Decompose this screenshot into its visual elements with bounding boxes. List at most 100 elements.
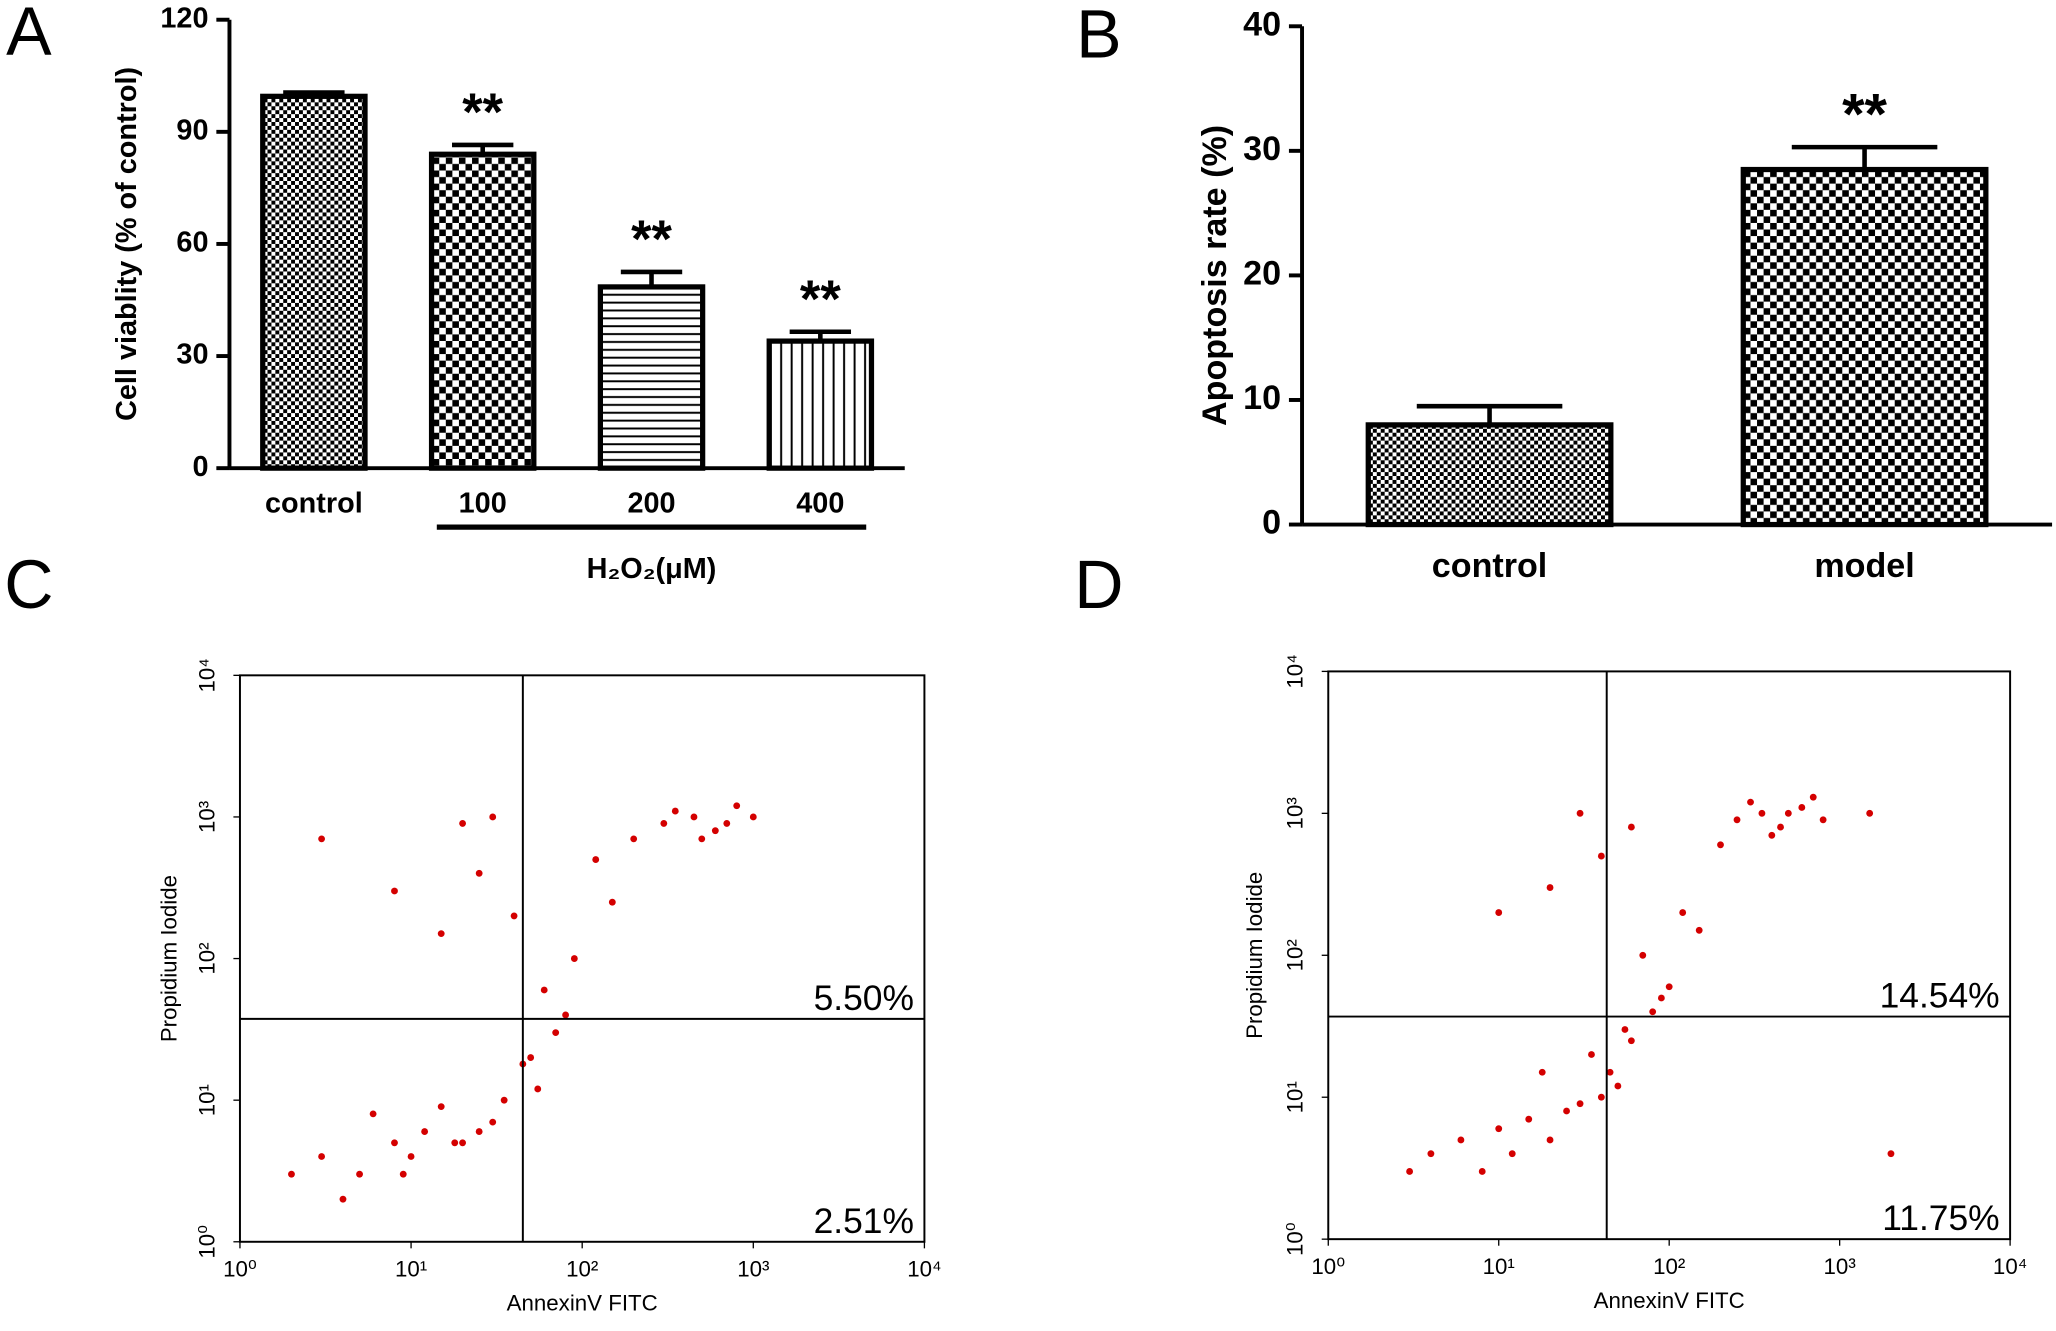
panel-letter: A [6,0,52,70]
point [1576,1100,1584,1108]
y-tick-label: 10³ [1283,797,1308,829]
point [1777,823,1784,831]
point [1887,1150,1895,1158]
point [399,1170,407,1178]
point [534,1085,542,1093]
y-tick-label: 10⁰ [1283,1222,1308,1256]
plot-frame [238,674,926,1243]
point [1717,841,1724,849]
point [510,912,518,920]
significance: ** [462,84,503,142]
point [318,1153,326,1160]
point [318,835,326,843]
point [421,1128,429,1135]
point [369,1110,377,1118]
point [723,820,731,827]
point [1649,1008,1657,1016]
point [608,898,616,906]
y-tick-label: 10⁴ [194,658,219,692]
y-tick-label: 10² [1283,939,1308,971]
quadrant-label: 5.50% [814,978,914,1018]
panel-letter: B [1076,0,1121,72]
y-tick-label: 10¹ [194,1084,219,1116]
y-tick-label: 10⁰ [194,1225,219,1259]
point [489,1118,497,1126]
quadrant-label: 14.54% [1880,976,2000,1016]
x-tick-label: 10¹ [395,1257,427,1282]
point [733,802,741,810]
point [1747,798,1754,806]
y-tick-label: 0 [1262,504,1281,542]
point [459,1139,466,1147]
point [1758,809,1766,817]
point [339,1195,347,1203]
y-tick-label: 30 [176,339,208,371]
quadrant-label: 2.51% [814,1201,914,1241]
point [1525,1115,1533,1123]
x-tick-label: 10⁴ [1993,1254,2027,1279]
y-tick-label: 10⁴ [1283,654,1308,688]
quadrant-label: 11.75% [1882,1198,1999,1238]
point [1597,852,1605,860]
x-tick-label: 10⁰ [1311,1254,1345,1279]
point [1614,1082,1622,1090]
point [1621,1026,1629,1033]
bar [1740,166,1989,528]
y-axis-label: Propidium Iodide [1242,872,1267,1039]
point [592,856,600,863]
significance: ** [1842,82,1887,146]
significance: ** [631,211,672,269]
x-tick-label: control [1432,547,1547,585]
point [459,820,466,827]
y-tick-label: 10¹ [1283,1081,1308,1113]
group-label: H₂O₂(μM) [587,553,717,585]
y-tick-label: 0 [192,451,208,483]
point [1639,951,1647,959]
x-tick-label: 400 [796,488,844,520]
x-tick-label: 100 [459,488,507,520]
point [437,930,445,938]
y-tick-label: 120 [160,2,208,34]
bar [766,338,875,471]
y-tick-label: 90 [176,114,208,146]
panel-letter: D [1074,547,1123,623]
point [1546,1136,1554,1144]
y-tick-label: 10² [194,942,219,974]
point [660,820,668,827]
point [1695,926,1703,934]
point [1495,909,1503,916]
point [698,835,706,843]
bar [428,151,537,471]
point [1627,823,1635,831]
point [1563,1107,1570,1115]
x-tick-label: 10³ [737,1257,769,1282]
x-tick-label: 10² [566,1257,598,1282]
point [1576,809,1584,817]
y-axis-label: Apoptosis rate (%) [1196,125,1234,426]
y-tick-label: 30 [1243,130,1281,168]
point [630,835,638,843]
y-tick-label: 60 [176,227,208,259]
point [407,1153,415,1160]
x-axis-label: AnnexinV FITC [1594,1288,1745,1313]
point [1768,831,1776,839]
point [711,827,719,835]
x-tick-label: 10⁴ [907,1257,941,1282]
point [1538,1068,1546,1076]
x-tick-label: 10⁰ [223,1257,257,1282]
x-tick-label: control [265,488,363,520]
bar [260,93,368,471]
x-tick-label: model [1814,547,1914,585]
y-axis-label: Propidium Iodide [156,875,181,1042]
point [1546,884,1554,891]
point [1627,1037,1635,1045]
point [1819,816,1827,824]
point [562,1011,570,1019]
point [500,1096,508,1104]
x-tick-label: 10² [1653,1254,1685,1279]
point [391,887,398,895]
point [690,813,698,821]
point [1406,1168,1414,1175]
